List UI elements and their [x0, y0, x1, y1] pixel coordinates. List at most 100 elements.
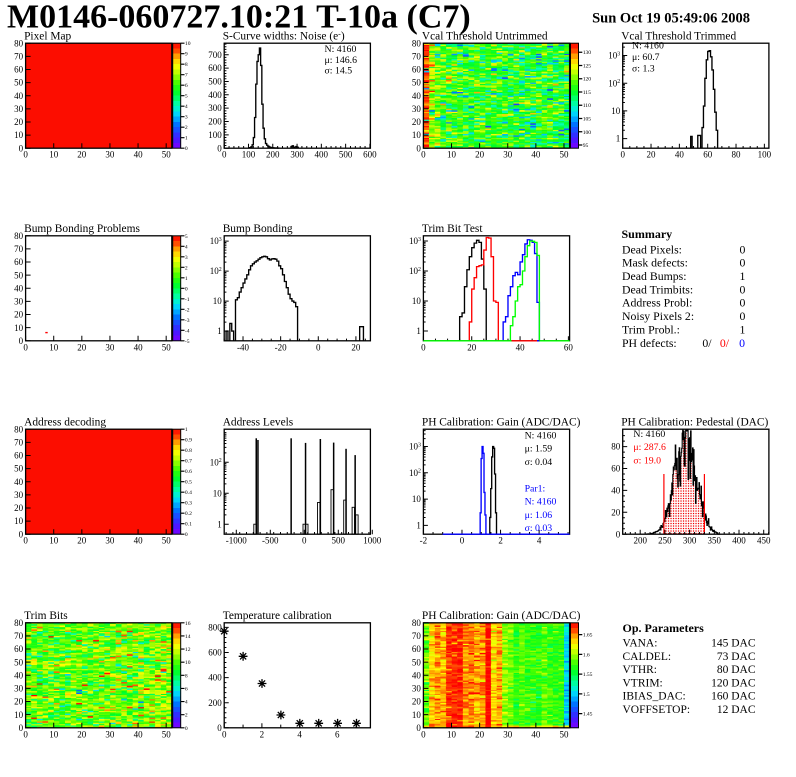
- svg-text:60: 60: [412, 644, 422, 654]
- svg-text:6: 6: [335, 729, 340, 739]
- svg-text:10: 10: [213, 488, 223, 498]
- svg-text:VANA:: VANA:: [623, 638, 658, 650]
- svg-text:500: 500: [339, 150, 353, 160]
- svg-text:4: 4: [297, 729, 302, 739]
- svg-text:10: 10: [447, 729, 457, 739]
- svg-text:0.6: 0.6: [185, 469, 192, 475]
- svg-text:Par1:: Par1:: [525, 483, 546, 494]
- svg-text:0: 0: [217, 143, 222, 153]
- svg-text:80: 80: [732, 150, 742, 160]
- svg-text:1000: 1000: [363, 536, 382, 546]
- svg-text:1: 1: [740, 322, 746, 336]
- svg-text:10: 10: [611, 106, 621, 116]
- svg-text:400: 400: [208, 90, 222, 100]
- svg-text:10: 10: [213, 296, 223, 306]
- svg-text:10: 10: [412, 710, 422, 720]
- svg-text:80: 80: [14, 231, 24, 241]
- svg-text:0: 0: [19, 143, 24, 153]
- svg-text:0: 0: [316, 342, 321, 352]
- svg-text:5: 5: [185, 94, 188, 100]
- svg-text:1: 1: [185, 427, 188, 433]
- svg-text:Dead Trimbits:: Dead Trimbits:: [622, 282, 693, 296]
- svg-text:30: 30: [14, 297, 24, 307]
- svg-text:40: 40: [14, 283, 24, 293]
- svg-text:PH defects:: PH defects:: [622, 336, 677, 350]
- svg-text:250: 250: [658, 536, 672, 546]
- svg-text:50: 50: [412, 657, 422, 667]
- svg-text:N: 4160: N: 4160: [525, 497, 557, 508]
- svg-text:PH Calibration: Gain (ADC/DAC): PH Calibration: Gain (ADC/DAC): [422, 610, 581, 622]
- svg-text:4: 4: [185, 244, 188, 250]
- svg-text:4: 4: [185, 104, 188, 110]
- svg-text:Vcal Threshold Untrimmed: Vcal Threshold Untrimmed: [422, 31, 548, 43]
- svg-text:80: 80: [14, 424, 24, 434]
- svg-text:102: 102: [210, 457, 222, 467]
- svg-text:800: 800: [208, 623, 222, 633]
- svg-text:0: 0: [740, 242, 746, 256]
- svg-text:16: 16: [185, 621, 191, 627]
- svg-text:400: 400: [208, 673, 222, 683]
- svg-text:1.5: 1.5: [583, 692, 590, 698]
- svg-text:1.55: 1.55: [583, 672, 593, 678]
- svg-text:0: 0: [185, 726, 188, 732]
- svg-text:20: 20: [77, 536, 87, 546]
- svg-text:40: 40: [134, 729, 144, 739]
- svg-text:0: 0: [740, 296, 746, 310]
- svg-text:30: 30: [105, 342, 115, 352]
- svg-text:40: 40: [531, 150, 541, 160]
- svg-text:Dead Bumps:: Dead Bumps:: [622, 269, 687, 283]
- svg-text:500: 500: [332, 536, 346, 546]
- svg-text:80: 80: [412, 618, 422, 628]
- svg-text:10: 10: [14, 323, 24, 333]
- svg-text:0: 0: [421, 342, 426, 352]
- svg-text:60: 60: [14, 65, 24, 75]
- svg-text:40: 40: [134, 342, 144, 352]
- svg-text:600: 600: [208, 648, 222, 658]
- svg-text:350: 350: [708, 536, 722, 546]
- svg-text:600: 600: [208, 63, 222, 73]
- svg-text:-20: -20: [275, 342, 287, 352]
- svg-text:0: 0: [185, 532, 188, 538]
- svg-text:103: 103: [608, 51, 620, 61]
- svg-text:103: 103: [409, 236, 421, 246]
- svg-text:40: 40: [14, 91, 24, 101]
- svg-text:102: 102: [409, 468, 421, 478]
- svg-text:160 DAC: 160 DAC: [711, 691, 756, 703]
- svg-text:-1000: -1000: [226, 536, 247, 546]
- svg-text:14: 14: [185, 634, 191, 640]
- svg-text:12 DAC: 12 DAC: [717, 704, 756, 716]
- svg-text:400: 400: [315, 150, 329, 160]
- svg-text:0: 0: [23, 729, 28, 739]
- svg-text:300: 300: [683, 536, 697, 546]
- svg-text:70: 70: [412, 51, 422, 61]
- svg-text:60: 60: [412, 65, 422, 75]
- svg-text:1: 1: [185, 276, 188, 282]
- svg-text:120: 120: [583, 77, 592, 83]
- svg-text:60: 60: [564, 342, 574, 352]
- svg-text:200: 200: [633, 536, 647, 546]
- svg-text:10: 10: [447, 150, 457, 160]
- svg-text:80: 80: [14, 618, 24, 628]
- svg-text:70: 70: [14, 244, 24, 254]
- svg-text:700: 700: [208, 50, 222, 60]
- svg-text:4: 4: [537, 536, 542, 546]
- svg-text:12: 12: [185, 647, 191, 653]
- svg-text:Vcal Threshold Trimmed: Vcal Threshold Trimmed: [621, 31, 736, 43]
- svg-text:Noisy Pixels 2:: Noisy Pixels 2:: [622, 309, 694, 323]
- svg-text:2: 2: [185, 125, 188, 131]
- svg-text:145 DAC: 145 DAC: [711, 638, 756, 650]
- svg-text:40: 40: [675, 150, 685, 160]
- svg-text:0: 0: [19, 723, 24, 733]
- svg-text:60: 60: [14, 451, 24, 461]
- svg-text:1: 1: [416, 521, 421, 531]
- svg-text:Mask defects:: Mask defects:: [622, 256, 688, 270]
- svg-text:30: 30: [503, 150, 513, 160]
- svg-text:-2: -2: [420, 536, 428, 546]
- svg-text:0.1: 0.1: [185, 522, 192, 528]
- svg-text:PH Calibration: Gain (ADC/DAC): PH Calibration: Gain (ADC/DAC): [422, 417, 581, 429]
- svg-text:30: 30: [14, 490, 24, 500]
- svg-text:20: 20: [14, 697, 24, 707]
- svg-text:μ: 1.59: μ: 1.59: [525, 444, 553, 455]
- svg-text:VTRIM:: VTRIM:: [623, 677, 663, 689]
- svg-text:60: 60: [14, 257, 24, 267]
